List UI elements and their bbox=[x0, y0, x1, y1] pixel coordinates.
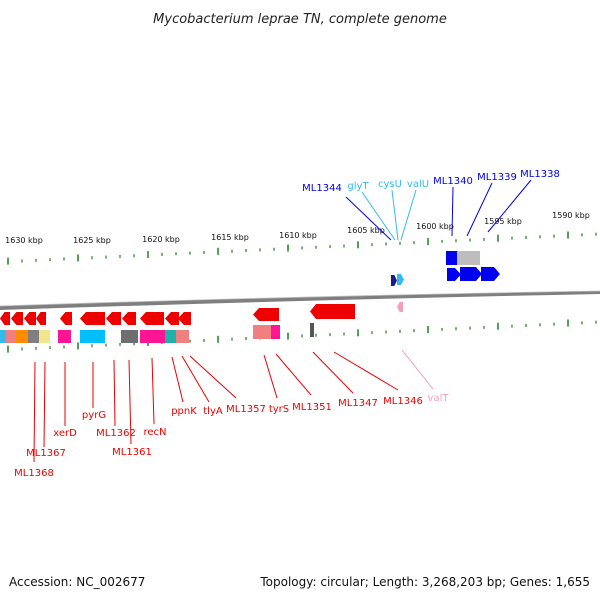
kbp-scale-labels: 1630 kbp 1625 kbp 1620 kbp 1615 kbp 1610 kbp… bbox=[5, 211, 590, 245]
reverse-gene-arrow bbox=[310, 304, 355, 319]
gene-label: tlyA bbox=[203, 406, 223, 417]
cog-box bbox=[271, 325, 280, 339]
cog-box bbox=[253, 325, 271, 339]
forward-gene-arrow bbox=[391, 275, 397, 286]
reverse-gene-arrow bbox=[165, 312, 179, 325]
leader-line bbox=[345, 196, 392, 241]
cog-box bbox=[165, 330, 176, 343]
kbp-label: 1625 kbp bbox=[73, 236, 111, 245]
leader-line bbox=[401, 349, 434, 390]
reverse-gene-arrow bbox=[253, 308, 279, 321]
kbp-label: 1630 kbp bbox=[5, 236, 43, 245]
reverse-gene-arrow bbox=[178, 312, 191, 325]
genome-backbone-highlight bbox=[0, 290, 600, 307]
forward-trna-arrow bbox=[397, 274, 404, 285]
reverse-gene-arrow bbox=[24, 312, 36, 325]
leader-line bbox=[263, 354, 278, 399]
leader-line bbox=[181, 355, 210, 403]
accession-text: Accession: NC_002677 bbox=[9, 575, 145, 589]
leader-line bbox=[361, 191, 396, 241]
kbp-label: 1600 kbp bbox=[416, 222, 454, 231]
leader-line bbox=[487, 179, 532, 233]
tick-rows bbox=[7, 231, 597, 353]
gene-label: ML1344 bbox=[302, 183, 342, 194]
cog-box bbox=[80, 330, 105, 343]
leader-line bbox=[33, 361, 36, 463]
gene-label: ppnK bbox=[171, 406, 197, 417]
cog-box bbox=[140, 330, 165, 343]
gene-label: ML1340 bbox=[433, 176, 473, 187]
leader-line bbox=[43, 361, 46, 448]
cog-box bbox=[176, 330, 189, 343]
kbp-label: 1595 kbp bbox=[484, 217, 522, 226]
cog-box bbox=[457, 251, 480, 265]
forward-gene-arrow bbox=[447, 268, 461, 281]
leader-line bbox=[113, 359, 116, 427]
reverse-gene-arrow bbox=[122, 312, 136, 325]
leader-line bbox=[128, 359, 132, 445]
gene-label: tyrS bbox=[269, 404, 289, 415]
cog-box bbox=[39, 330, 50, 343]
gene-label: xerD bbox=[53, 428, 77, 439]
cog-box bbox=[6, 330, 16, 343]
kbp-label: 1610 kbp bbox=[279, 231, 317, 240]
kbp-label: 1620 kbp bbox=[142, 235, 180, 244]
cog-box bbox=[446, 251, 457, 265]
leader-line bbox=[171, 356, 184, 403]
leader-line bbox=[189, 355, 237, 399]
gene-label: valT bbox=[428, 393, 450, 404]
kbp-label: 1615 kbp bbox=[211, 233, 249, 242]
reverse-gene-arrow bbox=[106, 312, 121, 325]
forward-gene-arrow bbox=[460, 267, 482, 281]
label-leader-lines bbox=[33, 179, 532, 463]
reverse-gene-arrow bbox=[11, 312, 23, 325]
gene-label: valU bbox=[407, 179, 429, 190]
gene-label: cysU bbox=[378, 179, 402, 190]
reverse-gene-arrow bbox=[36, 312, 46, 325]
cog-box bbox=[310, 323, 314, 337]
cog-box bbox=[58, 330, 71, 343]
gene-features bbox=[0, 251, 500, 343]
kbp-label: 1605 kbp bbox=[347, 226, 385, 235]
cog-box bbox=[121, 330, 138, 343]
gene-labels: ML1344 glyT cysU valU ML1340 ML1339 ML1338 ML13… bbox=[14, 169, 560, 479]
leader-line bbox=[391, 189, 399, 241]
cog-box bbox=[16, 330, 28, 343]
gene-label: ML1339 bbox=[477, 172, 517, 183]
cog-box bbox=[28, 330, 39, 343]
gene-label: recN bbox=[143, 427, 166, 438]
topology-text: Topology: circular; Length: 3,268,203 bp… bbox=[259, 575, 590, 589]
reverse-gene-arrow bbox=[80, 312, 105, 325]
reverse-gene-arrow bbox=[0, 312, 10, 325]
leader-line bbox=[400, 189, 417, 241]
leader-line bbox=[275, 353, 312, 396]
forward-gene-arrow bbox=[481, 267, 500, 281]
gene-label: ML1338 bbox=[520, 169, 560, 180]
kbp-label: 1590 kbp bbox=[552, 211, 590, 220]
cog-box bbox=[0, 330, 6, 343]
leader-line bbox=[333, 351, 399, 391]
reverse-gene-arrow bbox=[60, 312, 72, 325]
gene-label: ML1351 bbox=[292, 402, 332, 413]
leader-line bbox=[451, 186, 454, 237]
gene-label: ML1346 bbox=[383, 396, 423, 407]
gene-label: ML1347 bbox=[338, 398, 378, 409]
gene-label: ML1362 bbox=[96, 428, 136, 439]
gene-label: ML1357 bbox=[226, 404, 266, 415]
map-title: Mycobacterium leprae TN, complete genome bbox=[153, 12, 447, 27]
leader-line bbox=[312, 351, 354, 394]
gene-label: pyrG bbox=[82, 410, 106, 421]
reverse-trna-arrow bbox=[397, 302, 403, 312]
gene-label: glyT bbox=[347, 181, 369, 192]
gene-label: ML1361 bbox=[112, 447, 152, 458]
leader-line bbox=[151, 357, 155, 425]
gene-label: ML1367 bbox=[26, 448, 66, 459]
gene-label: ML1368 bbox=[14, 468, 54, 479]
genome-backbone bbox=[0, 291, 600, 310]
leader-line bbox=[466, 182, 493, 237]
reverse-gene-arrow bbox=[140, 312, 164, 325]
